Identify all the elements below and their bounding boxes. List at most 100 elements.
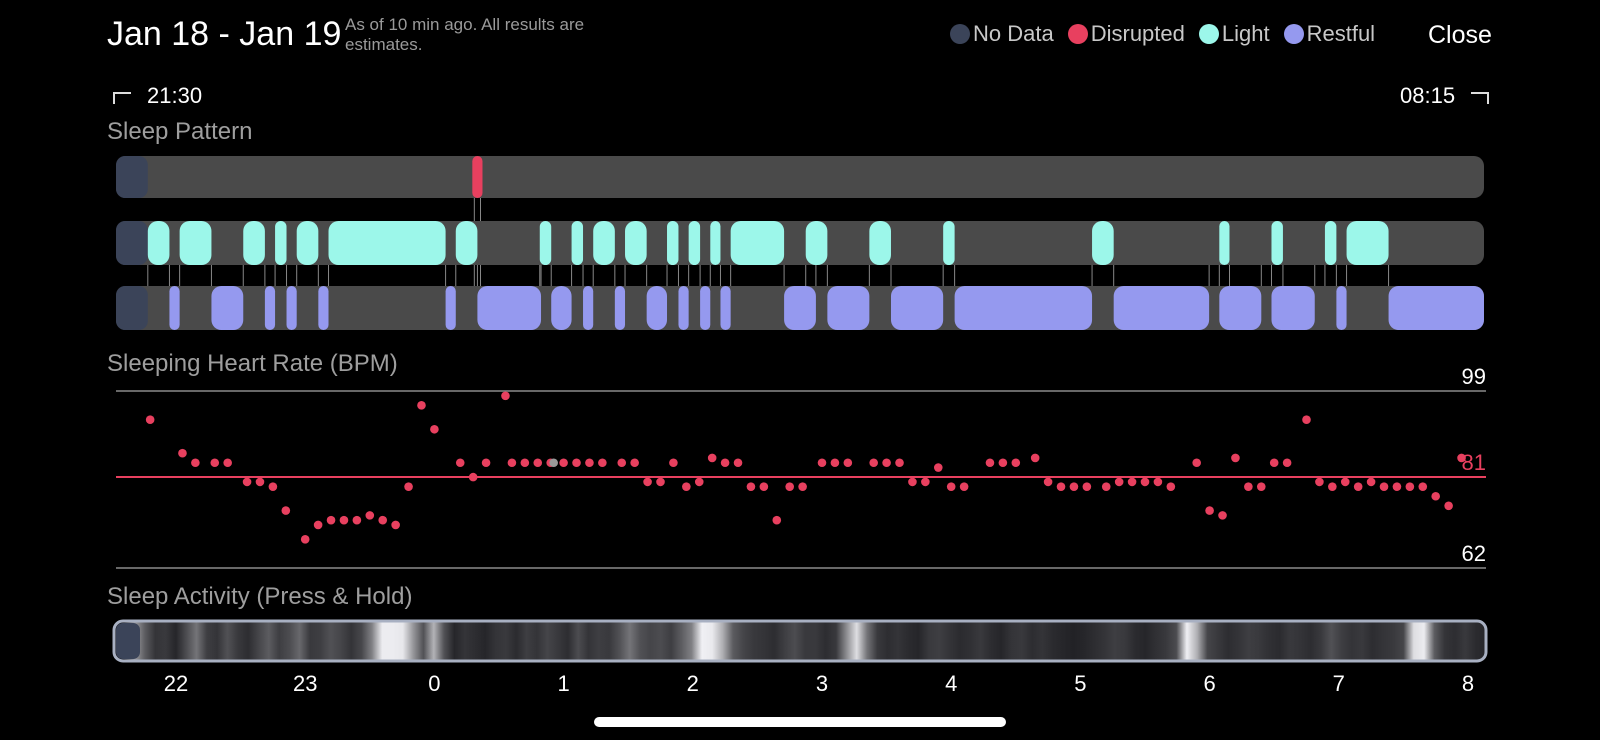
- heart-rate-point: [772, 515, 782, 525]
- light-segment: [667, 221, 679, 265]
- heart-rate-point: [1244, 482, 1253, 491]
- close-button[interactable]: Close: [1428, 21, 1492, 49]
- heart-rate-point: [1082, 482, 1092, 491]
- hour-tick-label: 8: [1462, 671, 1474, 696]
- max-bpm-label: 99: [1462, 364, 1486, 389]
- restful-segment: [954, 286, 1093, 330]
- range-start-bracket-icon: [113, 92, 131, 104]
- legend-no-data: No Data: [950, 20, 1054, 48]
- no-data-swatch-icon: [950, 24, 970, 44]
- heart-rate-point: [707, 453, 717, 463]
- light-segment: [943, 221, 955, 265]
- heart-rate-point: [572, 458, 581, 468]
- restful-segment: [1271, 286, 1315, 330]
- heart-rate-point: [1030, 453, 1040, 463]
- heart-rate-point: [1166, 482, 1176, 491]
- no-data-segment: [116, 156, 148, 198]
- heart-rate-point: [1218, 511, 1227, 520]
- heart-rate-point: [908, 477, 917, 487]
- heart-rate-point: [1043, 477, 1053, 487]
- heart-rate-point: [1101, 482, 1111, 491]
- restful-segment: [646, 286, 668, 330]
- heart-rate-point: [1192, 458, 1201, 468]
- heart-rate-point: [352, 515, 362, 525]
- estimate-note: As of 10 min ago. All results are estima…: [345, 15, 585, 54]
- heart-rate-point: [1140, 477, 1150, 487]
- hour-tick-label: 7: [1333, 671, 1345, 696]
- restful-segment: [784, 286, 816, 330]
- heart-rate-point: [501, 391, 510, 401]
- heart-rate-point: [191, 458, 200, 468]
- hour-tick-label: 0: [428, 671, 440, 696]
- heart-rate-point: [643, 477, 652, 487]
- heart-rate-point: [1405, 482, 1415, 491]
- no-data-segment: [116, 286, 148, 330]
- light-segment: [275, 221, 287, 265]
- heart-rate-point: [1231, 453, 1240, 463]
- heart-rate-point: [1379, 482, 1389, 491]
- heart-rate-point: [895, 458, 904, 468]
- heart-rate-point: [391, 520, 400, 530]
- light-segment: [328, 221, 446, 265]
- heart-rate-point: [417, 401, 426, 410]
- heart-rate-point: [300, 534, 310, 544]
- legend-disrupted: Disrupted: [1067, 20, 1185, 48]
- heart-rate-point: [869, 458, 878, 468]
- light-segment: [1346, 221, 1389, 265]
- restful-segment: [583, 286, 594, 330]
- light-segment: [1324, 221, 1337, 265]
- heart-rate-point: [468, 472, 478, 482]
- heart-rate-point: [145, 415, 155, 425]
- activity-no-data-segment: [116, 623, 140, 659]
- heart-rate-point: [1444, 501, 1453, 511]
- heart-rate-point: [520, 458, 530, 468]
- legend-label: No Data: [973, 21, 1054, 46]
- restful-segment: [1388, 286, 1484, 330]
- restful-segment: [1219, 286, 1262, 330]
- light-segment: [147, 221, 170, 265]
- sleep-activity-bar: [112, 619, 1488, 663]
- heart-rate-point: [759, 482, 769, 491]
- heart-rate-point: [339, 515, 349, 525]
- hour-tick-label: 22: [164, 671, 188, 696]
- restful-segment: [1113, 286, 1210, 330]
- heart-rate-point: [313, 520, 323, 530]
- light-segment: [1092, 221, 1114, 265]
- restful-swatch-icon: [1283, 24, 1304, 44]
- heart-rate-point: [921, 477, 930, 487]
- heart-rate-point: [1392, 482, 1402, 491]
- heart-rate-point: [281, 506, 291, 515]
- light-segment: [869, 221, 891, 265]
- light-segment: [296, 221, 319, 265]
- heart-rate-point: [656, 477, 665, 487]
- heart-rate-point: [1153, 477, 1163, 487]
- heart-rate-point: [178, 448, 187, 458]
- heart-rate-point: [1114, 477, 1124, 487]
- hour-tick-label: 2: [687, 671, 699, 696]
- heart-rate-point: [1457, 453, 1466, 463]
- heart-rate-point: [455, 458, 465, 468]
- heart-rate-point: [1431, 491, 1440, 501]
- light-segment: [455, 221, 478, 265]
- heart-rate-point: [843, 458, 853, 468]
- hour-tick-label: 4: [945, 671, 957, 696]
- light-segment: [243, 221, 265, 265]
- heart-rate-point: [733, 458, 743, 468]
- range-start: 21:30: [113, 83, 202, 109]
- heart-rate-point: [404, 482, 413, 491]
- restful-segment: [477, 286, 542, 330]
- heart-rate-heading: Sleeping Heart Rate (BPM): [107, 350, 398, 377]
- range-end: 08:15: [1400, 83, 1490, 109]
- light-segment: [571, 221, 584, 265]
- restful-segment: [1336, 286, 1347, 330]
- no-data-segment: [116, 221, 148, 265]
- sleep-pattern-chart: [116, 156, 1484, 330]
- range-start-time: 21:30: [147, 83, 203, 108]
- heart-rate-point: [682, 482, 691, 491]
- light-segment: [1271, 221, 1283, 265]
- legend-label: Restful: [1306, 21, 1376, 46]
- legend-label: Light: [1221, 21, 1270, 46]
- restful-segment: [614, 286, 626, 330]
- heart-rate-point: [1127, 477, 1137, 487]
